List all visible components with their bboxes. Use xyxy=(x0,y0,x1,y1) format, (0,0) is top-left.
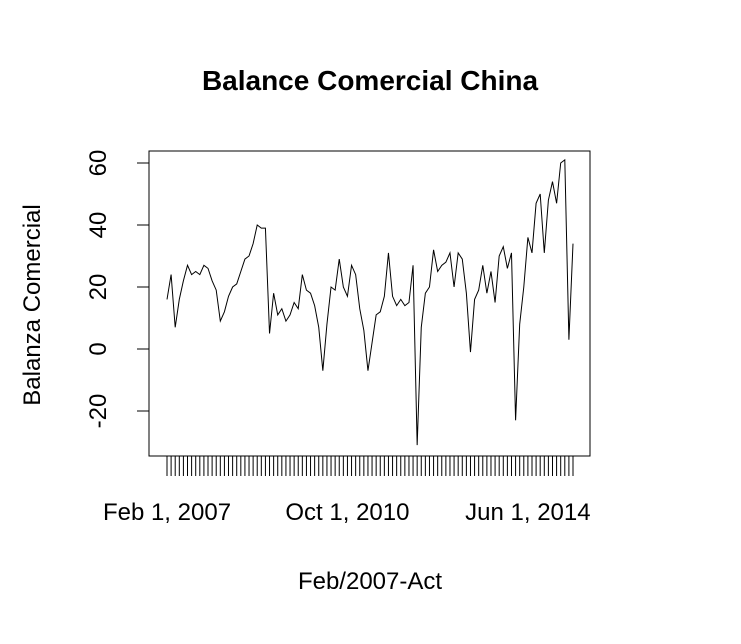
x-tick-label: Jun 1, 2014 xyxy=(465,499,590,526)
x-axis: Feb 1, 2007 Oct 1, 2010 Jun 1, 2014 xyxy=(103,456,591,526)
y-tick-label: 0 xyxy=(85,342,112,355)
y-axis-label: Balanza Comercial xyxy=(19,204,46,405)
y-tick-label: 20 xyxy=(85,274,112,301)
x-axis-label: Feb/2007-Act xyxy=(298,568,442,595)
plot-frame xyxy=(148,150,591,457)
x-tick-label: Feb 1, 2007 xyxy=(103,499,231,526)
trade-balance-line xyxy=(166,158,574,446)
x-tick-label: Oct 1, 2010 xyxy=(285,499,409,526)
y-tick-label: 40 xyxy=(85,212,112,239)
y-tick-label: -20 xyxy=(85,394,112,429)
chart-title: Balance Comercial China xyxy=(202,65,539,96)
y-axis: -20 0 20 40 60 xyxy=(85,150,149,429)
y-tick-label: 60 xyxy=(85,150,112,177)
